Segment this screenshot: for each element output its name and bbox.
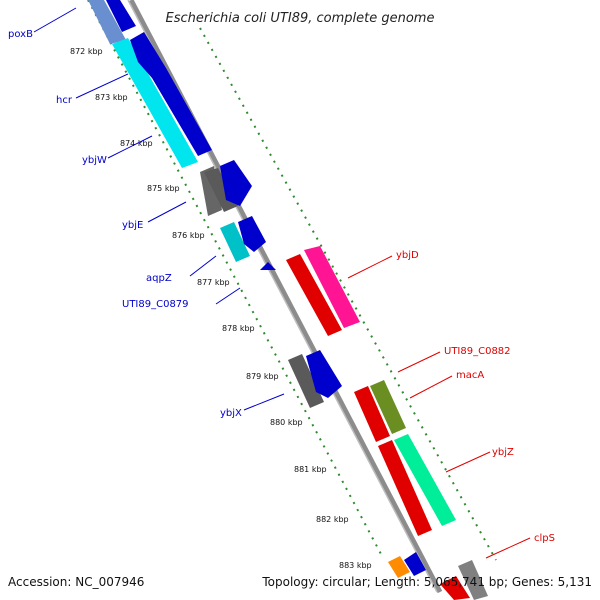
- accession-text: Accession: NC_007946: [8, 575, 144, 589]
- forward-strand-genes: [286, 246, 488, 600]
- gene-label-ybjZ[interactable]: ybjZ: [492, 447, 514, 458]
- gene-hcr[interactable]: [112, 32, 212, 168]
- gene-label-aqpZ[interactable]: aqpZ: [146, 273, 172, 284]
- gene-label-ybjW[interactable]: ybjW: [82, 155, 107, 166]
- gene-label-ybjX[interactable]: ybjX: [220, 408, 242, 419]
- gene-clpS-pair[interactable]: [388, 552, 426, 578]
- tick-label: 881 kbp: [294, 465, 327, 474]
- tick-label: 872 kbp: [70, 47, 103, 56]
- gene-label-ybjD[interactable]: ybjD: [396, 250, 419, 261]
- gene-label-ybjE[interactable]: ybjE: [122, 220, 143, 231]
- forward-gene-labels: [347, 255, 531, 559]
- map-title: Escherichia coli UTI89, complete genome: [166, 11, 435, 26]
- tick-label: 876 kbp: [172, 231, 205, 240]
- gene-macA[interactable]: [354, 380, 406, 442]
- gene-label-UTI89-C0879[interactable]: UTI89_C0879: [122, 299, 189, 310]
- gc-content-track: [87, 0, 497, 561]
- gene-label-poxB[interactable]: poxB: [8, 29, 33, 40]
- reverse-strand-genes: [88, 0, 426, 578]
- tick-label: 883 kbp: [339, 561, 372, 570]
- gene-label-UTI89-C0882[interactable]: UTI89_C0882: [444, 346, 511, 357]
- genome-summary-text: Topology: circular; Length: 5,065,741 bp…: [261, 575, 592, 589]
- gene-ybjX[interactable]: [288, 350, 342, 408]
- gene-aqpZ[interactable]: [220, 216, 276, 270]
- gene-ybjD[interactable]: [286, 246, 360, 336]
- tick-label: 880 kbp: [270, 418, 303, 427]
- gene-label-hcr[interactable]: hcr: [56, 95, 73, 106]
- tick-label: 878 kbp: [222, 324, 255, 333]
- tick-label: 877 kbp: [197, 278, 230, 287]
- tick-label: 882 kbp: [316, 515, 349, 524]
- tick-label: 873 kbp: [95, 93, 128, 102]
- tick-label: 879 kbp: [246, 372, 279, 381]
- gene-label-clpS[interactable]: clpS: [534, 533, 555, 544]
- tick-label: 875 kbp: [147, 184, 180, 193]
- gene-poxB[interactable]: [88, 0, 136, 44]
- gene-ybjZ[interactable]: [378, 434, 456, 536]
- gene-ybjE[interactable]: [200, 160, 252, 216]
- gene-label-macA[interactable]: macA: [456, 370, 484, 381]
- gene-clpS[interactable]: [440, 560, 488, 600]
- reverse-gene-labels: [33, 7, 285, 411]
